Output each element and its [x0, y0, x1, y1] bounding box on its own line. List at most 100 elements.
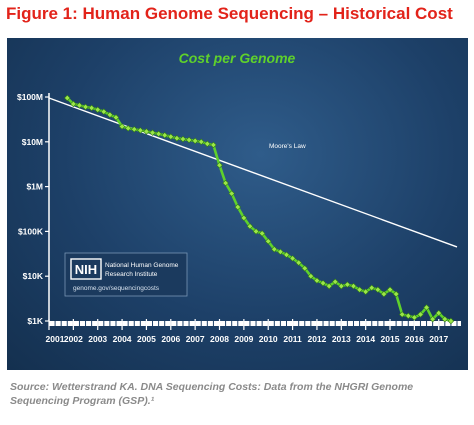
x-tick-label: 2003	[88, 334, 107, 344]
data-point	[356, 286, 363, 293]
data-point	[429, 315, 436, 323]
data-point	[301, 265, 308, 272]
data-point	[252, 228, 260, 235]
data-point	[106, 111, 114, 119]
moores-law-line	[48, 97, 458, 248]
data-point	[155, 130, 162, 138]
data-point	[277, 248, 284, 256]
x-tick-label: 2006	[161, 334, 180, 344]
data-point	[417, 311, 424, 318]
data-point	[234, 203, 242, 211]
data-point	[435, 309, 442, 317]
data-point	[124, 125, 132, 132]
x-axis: 2001 2002 2003 2004 2005 2006 2007 2008 2009 2010…	[46, 319, 461, 344]
nih-logo: NIH National Human Genome Research Insti…	[64, 252, 188, 297]
data-point	[191, 137, 199, 145]
data-point	[64, 94, 71, 102]
logo-url: genome.gov/sequencingcosts	[73, 285, 160, 292]
data-point	[143, 128, 150, 135]
x-tick-label: 2004	[113, 334, 132, 344]
data-point	[350, 282, 357, 290]
data-point	[149, 129, 156, 136]
data-point	[185, 136, 193, 144]
y-tick-label: $1M	[26, 182, 43, 192]
x-tick-label: 2002	[64, 334, 83, 344]
data-point	[246, 223, 254, 230]
x-tick-label: 2008	[210, 334, 229, 344]
data-point	[338, 282, 345, 290]
x-tick-label: 2001	[46, 334, 65, 344]
figure-title: Figure 1: Human Genome Sequencing – Hist…	[6, 4, 453, 23]
data-point	[82, 103, 89, 111]
data-point	[405, 312, 412, 320]
series-layer: Moore's Law	[48, 97, 458, 323]
x-tick-label: 2017	[429, 334, 448, 344]
data-point	[76, 102, 83, 109]
data-point	[447, 317, 455, 325]
y-tick-label: $100K	[18, 226, 44, 236]
data-point	[374, 286, 382, 293]
markers-layer	[64, 94, 455, 325]
data-point	[411, 314, 418, 321]
y-axis: $100M $10M $1M $100K $10K $1K	[17, 92, 50, 326]
data-point	[319, 279, 327, 287]
data-point	[441, 315, 449, 323]
x-tick-label: 2010	[259, 334, 278, 344]
nih-mark: NIH	[75, 262, 97, 277]
data-point	[112, 114, 120, 121]
data-point	[240, 214, 248, 222]
x-tick-label: 2011	[283, 334, 302, 344]
y-tick-label: $10K	[23, 271, 44, 281]
x-tick-label: 2015	[381, 334, 400, 344]
y-tick-label: $10M	[22, 137, 43, 147]
data-point	[380, 290, 388, 298]
data-point	[88, 104, 95, 112]
data-point	[70, 100, 77, 108]
nih-mark-box	[70, 258, 102, 280]
data-point	[386, 286, 394, 293]
data-point	[167, 133, 175, 140]
x-tick-label: 2016	[405, 334, 424, 344]
x-tick-label: 2013	[332, 334, 351, 344]
source-caption: Source: Wetterstrand KA. DNA Sequencing …	[10, 381, 414, 407]
cost-per-genome-line	[66, 97, 452, 323]
data-point	[325, 282, 333, 290]
x-tick-label: 2014	[356, 334, 375, 344]
data-point	[264, 238, 272, 245]
data-point	[228, 190, 235, 197]
data-point	[131, 126, 138, 133]
institute-name-line2: Research Institute	[105, 271, 158, 278]
data-point	[161, 132, 168, 139]
data-point	[392, 290, 400, 298]
data-point	[344, 281, 351, 288]
institute-name-line1: National Human Genome	[105, 262, 179, 269]
data-point	[313, 277, 321, 284]
y-tick-label: $100M	[17, 92, 43, 102]
x-tick-label: 2012	[307, 334, 326, 344]
data-point	[179, 135, 187, 143]
y-tick-label: $1K	[27, 316, 43, 326]
data-point	[216, 162, 223, 169]
x-tick-label: 2009	[234, 334, 253, 344]
data-point	[222, 179, 229, 187]
chart-title: Cost per Genome	[179, 50, 296, 66]
data-point	[331, 278, 339, 286]
data-point	[289, 255, 296, 262]
data-point	[94, 106, 101, 113]
data-point	[398, 311, 406, 318]
data-point	[368, 284, 375, 292]
data-point	[271, 246, 278, 253]
moores-law-label: Moore's Law	[269, 143, 306, 150]
data-point	[423, 304, 430, 311]
data-point	[137, 127, 144, 134]
x-tick-label: 2007	[186, 334, 205, 344]
data-point	[307, 272, 315, 280]
data-point	[204, 140, 211, 148]
data-point	[198, 138, 205, 146]
data-point	[118, 123, 126, 130]
x-axis-band	[49, 321, 461, 326]
data-point	[100, 108, 108, 115]
cost-per-genome-chart: Cost per Genome $100M $10M $1M $100K $10K $1K…	[17, 50, 461, 344]
data-point	[210, 141, 217, 149]
data-point	[283, 251, 290, 259]
